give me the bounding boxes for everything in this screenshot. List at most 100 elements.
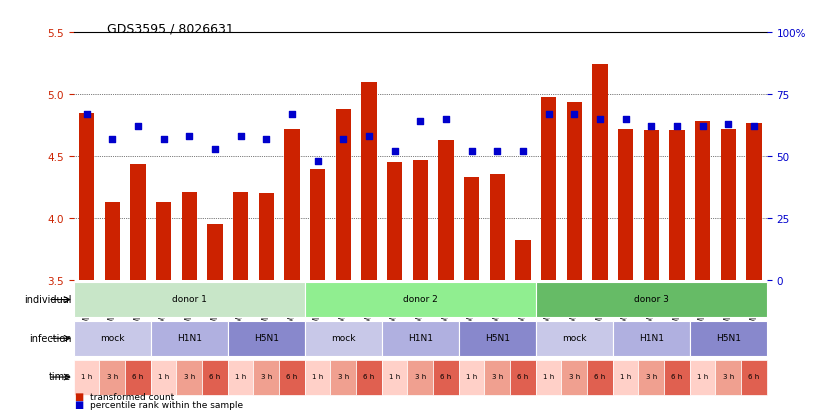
FancyBboxPatch shape (176, 360, 201, 394)
FancyBboxPatch shape (407, 360, 432, 394)
Text: ■: ■ (74, 399, 83, 409)
Point (439, 116, 452, 123)
Text: 6 h: 6 h (594, 373, 604, 380)
Text: 1 h: 1 h (542, 373, 554, 380)
FancyBboxPatch shape (458, 321, 535, 356)
Bar (335, 110, 351, 280)
Bar (233, 192, 248, 280)
FancyBboxPatch shape (125, 360, 151, 394)
Point (567, 112, 580, 118)
FancyBboxPatch shape (355, 360, 382, 394)
FancyBboxPatch shape (740, 360, 766, 394)
Point (464, 149, 477, 155)
Text: GDS3595 / 8026631: GDS3595 / 8026631 (106, 23, 233, 36)
FancyBboxPatch shape (612, 321, 689, 356)
Bar (617, 130, 632, 280)
Text: 3 h: 3 h (183, 373, 195, 380)
Text: 1 h: 1 h (696, 373, 708, 380)
FancyBboxPatch shape (151, 321, 228, 356)
Text: 1 h: 1 h (619, 373, 631, 380)
Text: H5N1: H5N1 (715, 333, 740, 342)
Bar (361, 83, 376, 280)
Text: H1N1: H1N1 (177, 333, 201, 342)
Bar (105, 202, 120, 280)
FancyBboxPatch shape (612, 360, 638, 394)
Bar (591, 65, 607, 280)
Text: 3 h: 3 h (568, 373, 579, 380)
FancyBboxPatch shape (535, 282, 766, 317)
Point (746, 124, 759, 131)
FancyBboxPatch shape (201, 360, 228, 394)
Text: mock: mock (100, 333, 124, 342)
FancyBboxPatch shape (278, 360, 305, 394)
Point (337, 136, 350, 143)
Text: time: time (49, 371, 71, 381)
Bar (181, 192, 197, 280)
Bar (310, 169, 325, 280)
Bar (156, 202, 171, 280)
Text: mock: mock (561, 333, 586, 342)
Point (131, 124, 144, 131)
Text: 1 h: 1 h (388, 373, 400, 380)
FancyBboxPatch shape (586, 360, 612, 394)
Bar (643, 131, 658, 280)
FancyBboxPatch shape (74, 282, 305, 317)
FancyBboxPatch shape (382, 321, 458, 356)
FancyBboxPatch shape (305, 360, 330, 394)
Text: H5N1: H5N1 (484, 333, 509, 342)
Text: 1 h: 1 h (465, 373, 477, 380)
Bar (694, 122, 709, 280)
Text: 1 h: 1 h (81, 373, 93, 380)
Bar (412, 161, 428, 280)
FancyBboxPatch shape (74, 360, 99, 394)
Bar (387, 163, 402, 280)
Text: H1N1: H1N1 (407, 333, 432, 342)
Point (387, 149, 400, 155)
FancyBboxPatch shape (535, 360, 561, 394)
Point (644, 124, 657, 131)
FancyBboxPatch shape (561, 360, 586, 394)
Text: H5N1: H5N1 (253, 333, 278, 342)
Text: 3 h: 3 h (337, 373, 348, 380)
Point (414, 119, 427, 126)
Point (80, 112, 93, 118)
Text: 3 h: 3 h (260, 373, 272, 380)
FancyBboxPatch shape (689, 360, 714, 394)
Text: ■: ■ (74, 391, 83, 401)
Text: 6 h: 6 h (440, 373, 451, 380)
Point (516, 149, 529, 155)
Text: infection: infection (29, 333, 71, 343)
Point (618, 116, 631, 123)
Point (669, 124, 682, 131)
Bar (489, 174, 505, 280)
Point (490, 149, 503, 155)
Text: 6 h: 6 h (209, 373, 220, 380)
Text: donor 1: donor 1 (172, 294, 206, 304)
FancyBboxPatch shape (228, 360, 253, 394)
FancyBboxPatch shape (74, 321, 151, 356)
Text: 3 h: 3 h (722, 373, 733, 380)
FancyBboxPatch shape (151, 360, 176, 394)
Bar (541, 97, 555, 280)
Point (721, 121, 734, 128)
Text: transformed count: transformed count (90, 392, 174, 401)
Text: 6 h: 6 h (363, 373, 374, 380)
Bar (464, 178, 478, 280)
Point (157, 136, 170, 143)
Point (106, 136, 119, 143)
Text: 6 h: 6 h (671, 373, 681, 380)
Text: 3 h: 3 h (106, 373, 118, 380)
FancyBboxPatch shape (305, 282, 535, 317)
FancyBboxPatch shape (689, 321, 766, 356)
Point (233, 134, 247, 140)
FancyBboxPatch shape (99, 360, 125, 394)
Bar (130, 164, 146, 280)
Point (541, 112, 554, 118)
Text: donor 3: donor 3 (633, 294, 667, 304)
Text: mock: mock (331, 333, 355, 342)
Bar (720, 130, 735, 280)
FancyBboxPatch shape (638, 360, 663, 394)
Bar (437, 141, 453, 280)
FancyBboxPatch shape (714, 360, 740, 394)
FancyBboxPatch shape (484, 360, 509, 394)
